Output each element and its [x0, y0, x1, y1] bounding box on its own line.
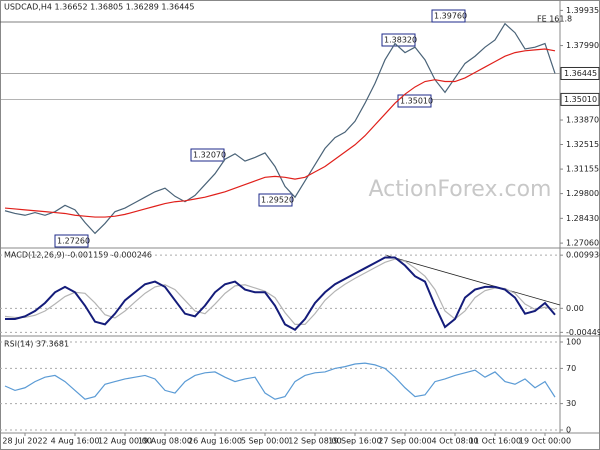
y-tick-label: 1.31155: [566, 165, 599, 174]
x-tick-label: 4 Oct 08:00: [431, 437, 478, 446]
x-tick-label: 19 Oct 00:00: [519, 437, 571, 446]
y-tick-label: 1.39935: [566, 6, 599, 15]
x-tick-label: 27 Sep 00:00: [378, 437, 431, 446]
chart-title: USDCAD,H4 1.36652 1.36805 1.36289 1.3644…: [4, 3, 194, 12]
y-tick-label: 0.00: [566, 304, 584, 313]
x-tick-label: 11 Oct 16:00: [469, 437, 521, 446]
x-tick-label: 5 Sep 00:00: [241, 437, 289, 446]
annotation: FE 161.8: [537, 15, 572, 24]
annotation-box: [258, 193, 293, 207]
y-tick-label: 70: [566, 364, 576, 373]
series-line: [5, 256, 556, 331]
y-tick-label: 1.37990: [566, 41, 599, 50]
annotation: 1.32070: [193, 151, 226, 160]
annotation: 1.38320: [384, 36, 417, 45]
watermark: ActionForex.com: [369, 177, 552, 202]
annotation: 1.27260: [57, 237, 90, 246]
x-tick-label: 19 Aug 08:00: [138, 437, 192, 446]
x-tick-label: 28 Jul 2022: [2, 437, 47, 446]
y-tick-label: 100: [566, 338, 581, 347]
price-label: 1.36445: [564, 69, 597, 78]
x-tick-label: 26 Aug 16:00: [188, 437, 242, 446]
price-label: 1.35010: [564, 95, 597, 104]
macd-title: MACD(12,26,9) -0.001159 -0.000246: [4, 251, 152, 260]
price-box: [560, 66, 600, 80]
x-tick-label: 19 Sep 16:00: [328, 437, 381, 446]
annotation: 1.35010: [400, 97, 433, 106]
y-tick-label: 1.33870: [566, 116, 599, 125]
x-tick-label: 12 Sep 08:00: [288, 437, 341, 446]
y-tick-label: 1.32515: [566, 140, 599, 149]
y-tick-label: -0.004492: [566, 328, 600, 337]
x-tick-label: 4 Aug 16:00: [51, 437, 100, 446]
series-line: [4, 258, 556, 325]
trend-line: [384, 254, 561, 306]
series-line: [4, 362, 556, 400]
y-tick-label: 1.28430: [566, 214, 599, 223]
x-tick-label: 12 Aug 00:00: [98, 437, 152, 446]
annotation-box: [431, 9, 466, 23]
y-tick-label: 1.27060: [566, 239, 599, 248]
y-tick-label: 30: [566, 399, 576, 408]
price-box: [560, 92, 600, 106]
annotation-box: [54, 234, 89, 248]
series-line: [4, 48, 556, 218]
y-tick-label: 0.009936: [566, 251, 600, 260]
y-tick-label: 0: [566, 426, 571, 435]
annotation: 1.29520: [261, 196, 294, 205]
annotation-box: [190, 148, 225, 162]
annotation: 1.39760: [434, 12, 467, 21]
y-tick-label: 1.29800: [566, 189, 599, 198]
rsi-title: RSI(14) 37.3681: [4, 340, 69, 349]
